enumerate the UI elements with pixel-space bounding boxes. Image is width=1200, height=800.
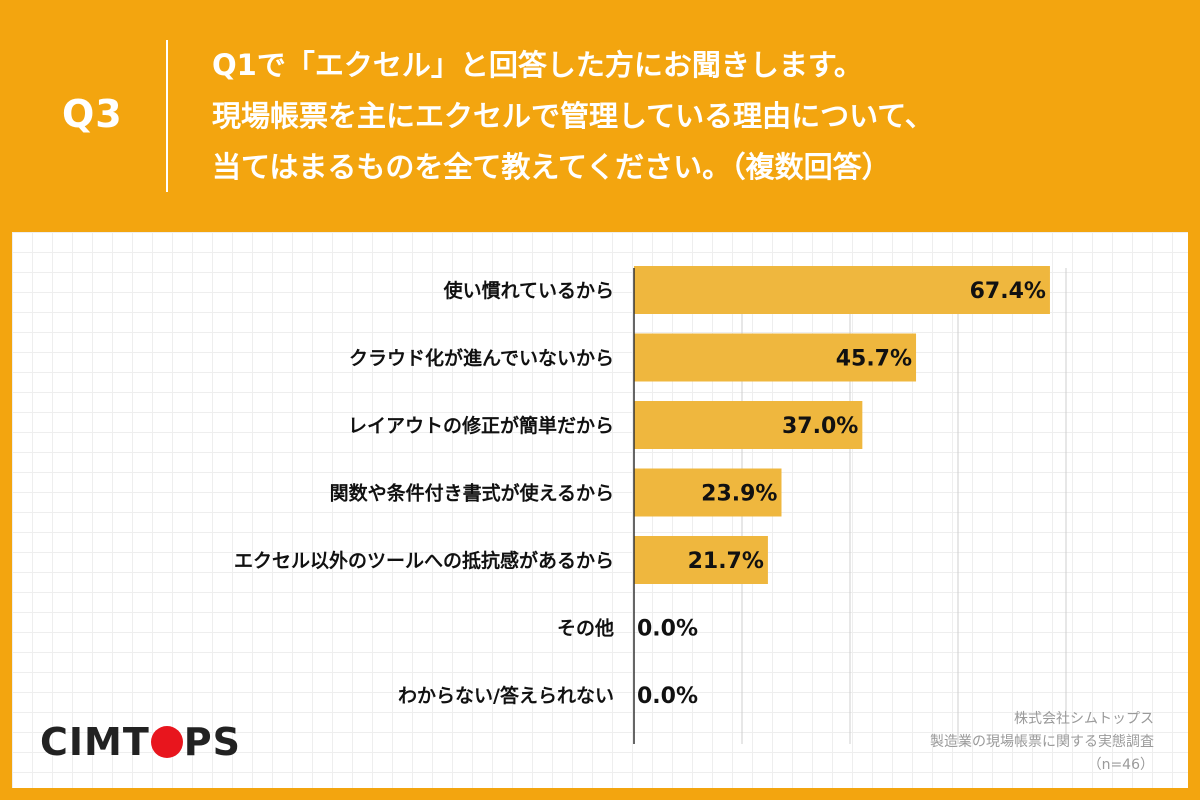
category-label: レイアウトの修正が簡単だから xyxy=(348,414,614,437)
question-number: Q3 xyxy=(62,92,123,136)
question-line-2: 現場帳票を主にエクセルで管理している理由について、 xyxy=(212,99,934,133)
chart-panel: 使い慣れているから 67.4% クラウド化が進んでいないから 45.7% レイアウトの修… xyxy=(12,232,1188,788)
header-divider xyxy=(166,40,168,192)
source-sample-size: （n=46） xyxy=(1087,757,1154,773)
value-label: 37.0% xyxy=(782,414,858,439)
value-label: 67.4% xyxy=(970,279,1046,304)
bar-chart: 使い慣れているから 67.4% クラウド化が進んでいないから 45.7% レイアウトの修… xyxy=(234,266,1067,744)
bar xyxy=(634,536,768,584)
header: Q3 Q1で「エクセル」と回答した方にお聞きします。 現場帳票を主にエクセルで管… xyxy=(0,0,1200,230)
logo-dot-icon xyxy=(150,726,183,758)
cimtops-logo: CIMT PS xyxy=(40,720,241,764)
category-label: 使い慣れているから xyxy=(443,279,614,302)
category-label: クラウド化が進んでいないから xyxy=(349,347,614,370)
value-label: 23.9% xyxy=(701,482,777,507)
question-text: Q1で「エクセル」と回答した方にお聞きします。 現場帳票を主にエクセルで管理して… xyxy=(212,40,1172,193)
bar xyxy=(634,333,917,382)
bar xyxy=(634,401,863,449)
source-company: 株式会社シムトップス xyxy=(1014,711,1154,727)
category-label: 関数や条件付き書式が使えるから xyxy=(330,482,614,505)
logo-text-start: CIMT xyxy=(40,720,150,764)
value-label: 45.7% xyxy=(836,347,912,372)
logo-text-end: PS xyxy=(183,720,241,764)
category-label: エクセル以外のツールへの抵抗感があるから xyxy=(234,549,614,572)
category-label: その他 xyxy=(557,617,614,640)
question-line-1: Q1で「エクセル」と回答した方にお聞きします。 xyxy=(212,48,863,82)
value-label: 21.7% xyxy=(688,549,764,574)
category-label: わからない/答えられない xyxy=(398,684,614,707)
value-label: 0.0% xyxy=(637,684,698,709)
source-survey: 製造業の現場帳票に関する実態調査 xyxy=(930,734,1154,750)
bar xyxy=(634,468,782,517)
source-note: 株式会社シムトップス 製造業の現場帳票に関する実態調査 （n=46） xyxy=(930,708,1154,777)
value-label: 0.0% xyxy=(637,617,698,642)
question-line-3: 当てはまるものを全て教えてください。（複数回答） xyxy=(212,150,891,184)
bar xyxy=(634,266,1050,314)
